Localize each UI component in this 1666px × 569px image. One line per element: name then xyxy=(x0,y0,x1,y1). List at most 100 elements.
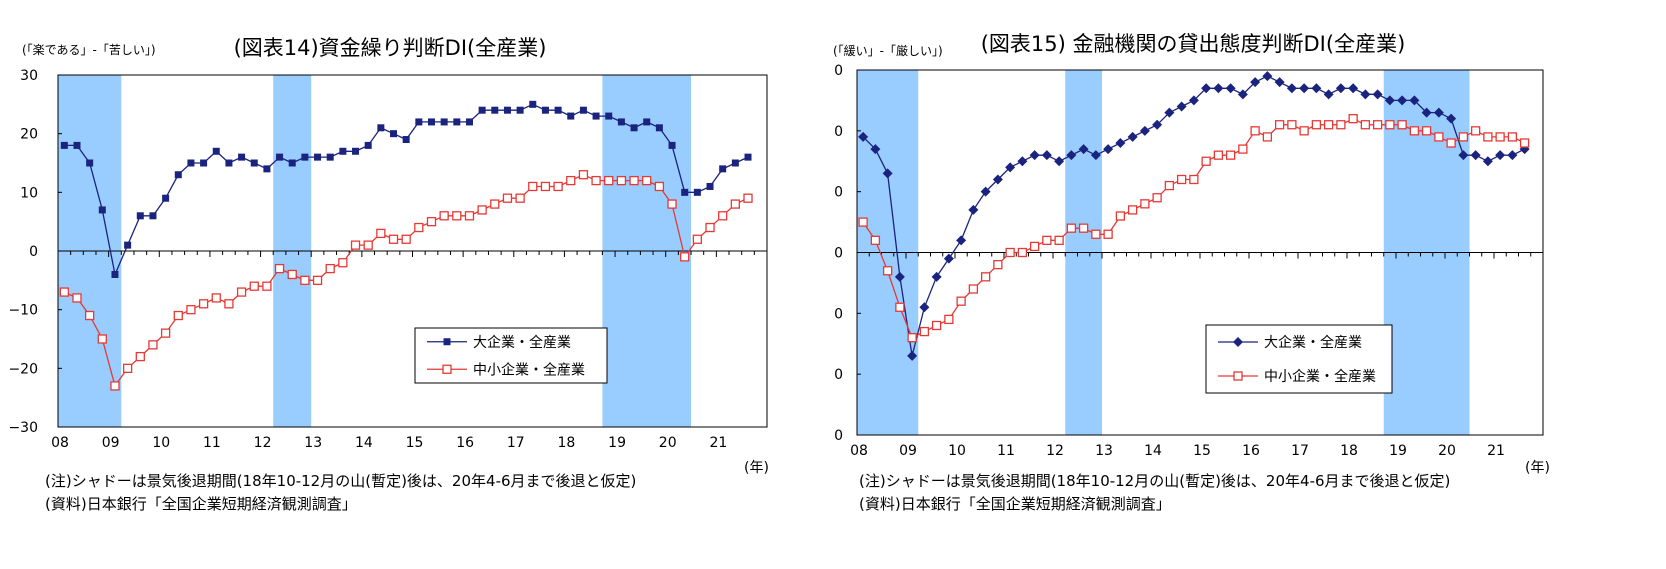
data-point xyxy=(1421,107,1432,118)
data-point xyxy=(326,153,334,161)
data-point xyxy=(440,118,448,126)
data-point xyxy=(642,175,652,186)
data-point xyxy=(692,234,703,244)
data-point xyxy=(1091,229,1101,239)
data-point xyxy=(1458,150,1469,161)
y-tick-label: 30 xyxy=(20,68,38,84)
data-point xyxy=(1409,126,1420,136)
data-point xyxy=(744,153,752,161)
data-point xyxy=(1029,241,1040,252)
x-tick-label: 08 xyxy=(51,435,69,451)
data-point xyxy=(262,281,272,291)
data-point xyxy=(567,112,575,120)
data-point xyxy=(1103,229,1113,239)
data-point xyxy=(1287,120,1297,130)
x-tick-label: 13 xyxy=(1095,443,1113,459)
data-point xyxy=(1495,150,1506,161)
data-point xyxy=(1201,83,1212,94)
data-point xyxy=(1323,120,1334,130)
data-point xyxy=(1103,144,1114,155)
data-point xyxy=(390,130,398,138)
data-point xyxy=(276,153,284,161)
data-point xyxy=(338,258,348,268)
y-tick-label: 20 xyxy=(20,127,38,143)
data-point xyxy=(1482,156,1493,167)
x-tick-label: 16 xyxy=(1242,443,1260,459)
data-point xyxy=(174,171,182,179)
data-point xyxy=(858,131,869,142)
data-point xyxy=(667,199,677,209)
y-tick-label: 10 xyxy=(20,185,38,201)
data-point xyxy=(1225,83,1236,94)
x-tick-label: 10 xyxy=(948,443,966,459)
x-tick-label: 19 xyxy=(608,435,626,451)
data-point xyxy=(300,275,310,285)
data-point xyxy=(1042,235,1052,245)
data-point xyxy=(200,159,208,167)
x-tick-label: 14 xyxy=(1144,443,1162,459)
data-point xyxy=(426,217,437,227)
data-point xyxy=(211,293,221,303)
data-point xyxy=(1233,337,1243,347)
x-tick-label: 12 xyxy=(254,435,272,451)
data-point xyxy=(1274,77,1285,88)
legend-box xyxy=(1205,324,1393,394)
data-point xyxy=(743,193,753,203)
x-tick-label: 21 xyxy=(709,435,727,451)
data-point xyxy=(162,194,170,202)
x-tick-label: 18 xyxy=(558,435,576,451)
data-point xyxy=(1066,223,1077,233)
data-point xyxy=(604,175,614,186)
legend-label: 中小企業・全産業 xyxy=(1264,368,1376,385)
data-point xyxy=(312,275,323,285)
data-point xyxy=(414,222,424,233)
data-point xyxy=(503,106,511,114)
data-point xyxy=(1017,247,1028,258)
data-point xyxy=(110,381,120,391)
data-point xyxy=(1164,180,1175,191)
data-point xyxy=(1066,150,1077,161)
data-point xyxy=(1446,113,1457,124)
data-point xyxy=(1017,156,1028,167)
shadow-note: (注)シャドーは景気後退期間(18年10-12月の山(暫定)後は、20年4-6月… xyxy=(45,472,637,490)
data-point xyxy=(630,124,638,132)
data-point xyxy=(1005,247,1015,258)
data-point xyxy=(1225,150,1236,160)
x-tick-label: 14 xyxy=(355,435,373,451)
chart-panel-15: 30 20 10 0 −10 −20 −30 08 09 10 11 12 13 14 15 16 17 18 19… xyxy=(833,0,1666,569)
data-point xyxy=(655,124,663,132)
data-point xyxy=(148,340,158,350)
data-point xyxy=(554,106,562,114)
data-point xyxy=(870,144,881,155)
data-point xyxy=(870,235,881,245)
data-point xyxy=(705,222,715,233)
data-point xyxy=(1348,114,1358,124)
source-note: (資料)日本銀行「全国企業短期経済観測調査」 xyxy=(859,495,1171,513)
data-point xyxy=(956,235,967,246)
x-tick-label: 10 xyxy=(152,435,170,451)
data-point xyxy=(566,175,576,186)
data-point xyxy=(1262,71,1273,82)
data-point xyxy=(364,141,372,149)
data-point xyxy=(274,263,285,274)
data-point xyxy=(350,240,361,250)
data-point xyxy=(1360,120,1371,130)
data-point xyxy=(186,305,196,315)
data-point xyxy=(1127,205,1138,215)
data-point xyxy=(502,193,513,203)
shadow-note: (注)シャドーは景気後退期間(18年10-12月の山(暫定)後は、20年4-6月… xyxy=(859,472,1451,490)
x-tick-label: 09 xyxy=(102,435,120,451)
data-point xyxy=(85,310,95,321)
data-point xyxy=(1311,120,1322,130)
x-tick-label: 12 xyxy=(1046,443,1064,459)
data-point xyxy=(1188,95,1199,106)
data-point xyxy=(1360,89,1371,100)
legend-label: 大企業・全産業 xyxy=(1264,334,1362,351)
data-point xyxy=(719,165,727,173)
data-point xyxy=(73,141,81,149)
y-tick-label: −20 xyxy=(8,361,38,377)
x-tick-label: 09 xyxy=(899,443,917,459)
data-point xyxy=(592,112,600,120)
data-point xyxy=(1005,162,1016,173)
